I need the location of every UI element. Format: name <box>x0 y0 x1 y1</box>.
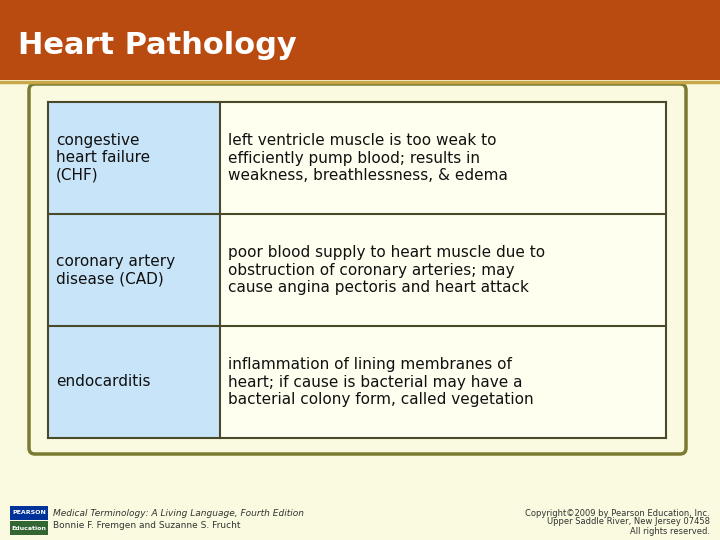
Bar <box>220 102 666 214</box>
Bar <box>48 102 220 214</box>
Text: PEARSON: PEARSON <box>12 510 46 516</box>
Text: Education: Education <box>12 525 46 530</box>
Bar <box>0 0 720 80</box>
Text: congestive
heart failure
(CHF): congestive heart failure (CHF) <box>56 133 150 183</box>
Text: poor blood supply to heart muscle due to
obstruction of coronary arteries; may
c: poor blood supply to heart muscle due to… <box>228 245 545 295</box>
Bar <box>10 521 48 535</box>
FancyBboxPatch shape <box>29 84 686 454</box>
Text: endocarditis: endocarditis <box>56 375 150 389</box>
Text: coronary artery
disease (CAD): coronary artery disease (CAD) <box>56 254 175 286</box>
Bar <box>10 506 48 520</box>
Text: Medical Terminology: A Living Language, Fourth Edition: Medical Terminology: A Living Language, … <box>53 509 304 517</box>
Bar <box>220 214 666 326</box>
Text: inflammation of lining membranes of
heart; if cause is bacterial may have a
bact: inflammation of lining membranes of hear… <box>228 357 534 407</box>
Bar <box>48 214 220 326</box>
Text: Heart Pathology: Heart Pathology <box>18 30 297 59</box>
Bar <box>220 326 666 438</box>
Text: Copyright©2009 by Pearson Education, Inc.: Copyright©2009 by Pearson Education, Inc… <box>526 509 710 517</box>
Bar <box>48 326 220 438</box>
Text: left ventricle muscle is too weak to
efficiently pump blood; results in
weakness: left ventricle muscle is too weak to eff… <box>228 133 508 183</box>
Text: Upper Saddle River, New Jersey 07458: Upper Saddle River, New Jersey 07458 <box>547 517 710 526</box>
Text: Bonnie F. Fremgen and Suzanne S. Frucht: Bonnie F. Fremgen and Suzanne S. Frucht <box>53 522 240 530</box>
Text: All rights reserved.: All rights reserved. <box>630 526 710 536</box>
